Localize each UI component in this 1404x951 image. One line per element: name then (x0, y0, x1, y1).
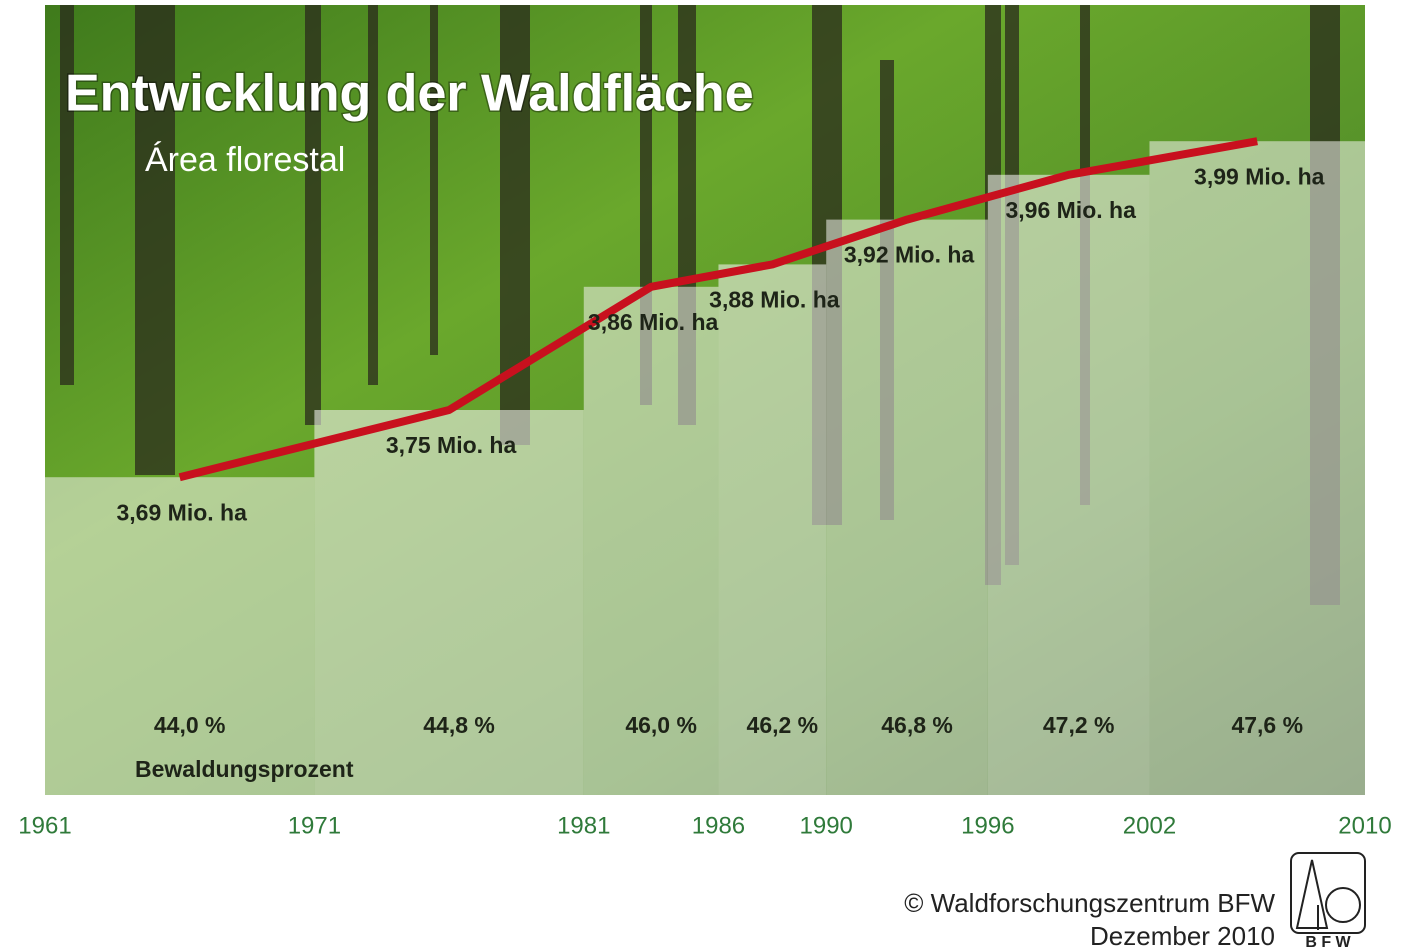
x-tick-label: 2010 (1338, 812, 1391, 839)
percent-label: 46,2 % (747, 712, 819, 738)
value-label: 3,96 Mio. ha (1005, 197, 1136, 223)
percent-label: 44,8 % (423, 712, 495, 738)
value-label: 3,88 Mio. ha (709, 286, 840, 312)
chart-subtitle: Área florestal (145, 141, 345, 179)
x-tick-label: 1971 (288, 812, 341, 839)
value-label: 3,75 Mio. ha (386, 432, 517, 458)
percent-label: 46,0 % (625, 712, 697, 738)
x-tick-label: 1986 (692, 812, 745, 839)
period-band (583, 286, 719, 795)
x-tick-label: 1996 (961, 812, 1014, 839)
x-tick-label: 2002 (1123, 812, 1176, 839)
copyright: © Waldforschungszentrum BFW (904, 888, 1275, 918)
chart-title: Entwicklung der Waldfläche (65, 65, 754, 123)
period-band (826, 219, 988, 796)
percent-title: Bewaldungsprozent (135, 756, 354, 782)
value-label: 3,99 Mio. ha (1194, 163, 1325, 189)
x-tick-label: 1981 (557, 812, 610, 839)
period-band (45, 477, 315, 795)
value-label: 3,92 Mio. ha (844, 242, 975, 268)
percent-label: 44,0 % (154, 712, 226, 738)
logo (1290, 852, 1366, 934)
percent-label: 47,6 % (1231, 712, 1303, 738)
logo-text: B F W (1305, 934, 1351, 951)
period-band (718, 264, 827, 795)
date: Dezember 2010 (1090, 921, 1275, 951)
data-line (178, 137, 1258, 482)
percent-label: 46,8 % (881, 712, 953, 738)
percent-label: 47,2 % (1043, 712, 1115, 738)
value-label: 3,86 Mio. ha (588, 309, 719, 335)
value-label: 3,69 Mio. ha (117, 499, 248, 525)
period-band (314, 410, 584, 795)
x-tick-label: 1990 (800, 812, 853, 839)
x-tick-label: 1961 (18, 812, 71, 839)
period-band (1149, 141, 1365, 795)
period-band (987, 174, 1150, 796)
